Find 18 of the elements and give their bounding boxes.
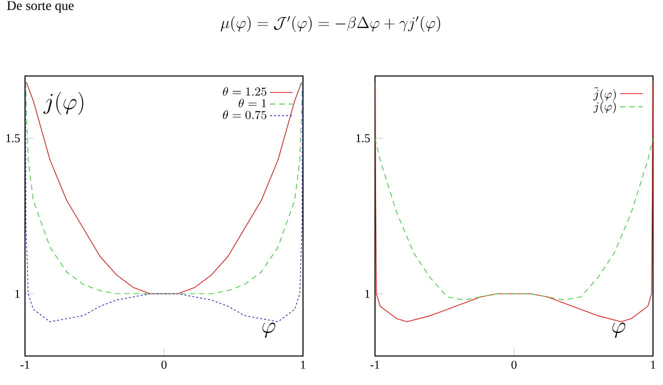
y-axis-title: $j(\varphi)$ — [43, 92, 84, 115]
x-axis-title: $\varphi$ — [612, 322, 626, 338]
text: $\mu(\varphi) = \mathcal{J}'(\varphi) = -\beta\Delta\varphi + \gamma j'(\varphi)$ — [220, 16, 440, 32]
legend-label: $\theta = 1.25$ — [222, 87, 266, 96]
x-axis-title: $\varphi$ — [262, 322, 276, 338]
x-tick-label: 0 — [511, 360, 517, 369]
x-tick-label: 1 — [301, 360, 306, 369]
y-tick-label: 1.5 — [356, 134, 370, 142]
x-tick-label: 1 — [651, 360, 656, 369]
y-tick-label: 1.5 — [6, 134, 20, 142]
x-tick-label: -1 — [370, 360, 380, 369]
text: De sorte que — [7, 1, 74, 13]
legend-label: $\tilde{j}(\varphi)$ — [593, 87, 616, 101]
x-tick-label: -1 — [20, 360, 30, 369]
x-tick-label: 0 — [161, 360, 167, 369]
legend-label: $\theta = 1$ — [238, 98, 266, 108]
legend-label: $\theta = 0.75$ — [222, 110, 266, 120]
legend-label: $j(\varphi)$ — [593, 101, 616, 114]
